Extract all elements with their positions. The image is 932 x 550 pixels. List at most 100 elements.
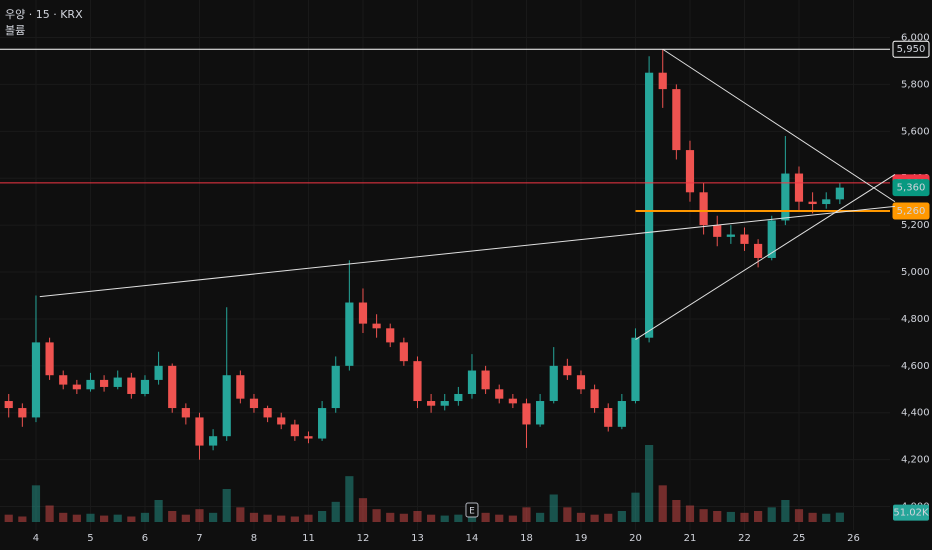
- candle-body: [290, 424, 299, 437]
- candle-body: [236, 375, 245, 399]
- candle-body: [100, 379, 109, 387]
- candle-body: [399, 342, 408, 362]
- volume-bar: [181, 514, 190, 522]
- candle-body: [168, 365, 177, 409]
- volume-bar: [685, 505, 695, 522]
- candle-body: [222, 375, 231, 437]
- volume-bar: [127, 516, 136, 522]
- candle-body: [617, 401, 626, 427]
- volume-bar: [454, 514, 463, 522]
- candle-body: [427, 401, 436, 406]
- volume-bar: [508, 515, 517, 522]
- candle-body: [481, 370, 490, 390]
- x-tick-label: 14: [466, 533, 479, 544]
- volume-bar: [86, 513, 95, 522]
- volume-bar: [658, 485, 667, 522]
- candle-body: [563, 365, 572, 376]
- x-tick-label: 26: [847, 533, 860, 544]
- volume-bar: [740, 512, 749, 522]
- volume-label-box: [893, 504, 929, 521]
- volume-bar: [72, 514, 81, 522]
- x-tick-label: 7: [196, 533, 202, 544]
- volume-bar: [549, 494, 558, 522]
- candle-body: [386, 328, 395, 343]
- candle-body: [549, 365, 558, 402]
- trend-line: [39, 205, 895, 298]
- volume-bar: [713, 511, 722, 522]
- volume-bar: [794, 509, 804, 522]
- volume-bar: [318, 511, 327, 522]
- volume-bar: [154, 500, 163, 522]
- volume-bar: [236, 507, 245, 522]
- candle-body: [740, 234, 749, 244]
- candle-body: [604, 408, 613, 427]
- candle-body: [249, 398, 259, 409]
- price-label-box: [892, 202, 930, 220]
- volume-bar: [631, 492, 640, 522]
- chart-title: 우양 · 15 · KRX: [5, 8, 83, 21]
- candle-body: [304, 436, 313, 439]
- candle-body: [331, 365, 340, 409]
- candle-body: [576, 375, 586, 390]
- volume-bar: [440, 515, 449, 522]
- candle-body: [318, 408, 327, 439]
- x-tick-label: 4: [33, 533, 39, 544]
- volume-bar: [563, 507, 572, 522]
- candle-body: [645, 72, 654, 338]
- candle-body: [794, 173, 804, 202]
- volume-bar: [31, 485, 41, 522]
- x-tick-label: 11: [302, 533, 315, 544]
- volume-bar: [536, 512, 545, 522]
- y-tick-label: 5,200: [901, 220, 930, 231]
- candle-body: [536, 401, 545, 425]
- candle-body: [31, 342, 41, 418]
- x-tick-label: 13: [411, 533, 424, 544]
- candle-body: [440, 401, 449, 406]
- volume-bar: [168, 511, 177, 522]
- x-tick-label: 12: [357, 533, 370, 544]
- y-tick-label: 5,800: [901, 79, 930, 90]
- candle-body: [699, 192, 708, 226]
- volume-bar: [59, 512, 68, 522]
- volume-bar: [331, 501, 340, 522]
- volume-bar: [726, 511, 735, 522]
- candle-body: [467, 370, 477, 394]
- candle-body: [835, 187, 844, 200]
- x-tick-label: 20: [629, 533, 642, 544]
- candle-body: [822, 199, 831, 205]
- volume-bar: [290, 516, 299, 522]
- candle-body: [140, 379, 150, 394]
- x-tick-label: 21: [684, 533, 697, 544]
- volume-bar: [413, 511, 422, 522]
- volume-bar: [222, 489, 231, 522]
- candle-body: [113, 377, 122, 387]
- candle-body: [754, 243, 763, 258]
- y-tick-label: 6,000: [901, 33, 930, 44]
- volume-bar: [781, 500, 790, 522]
- candle-body: [781, 173, 790, 221]
- volume-bar: [18, 516, 27, 522]
- volume-bar: [576, 512, 586, 522]
- price-label: 5,360: [897, 183, 926, 194]
- volume-bar: [699, 509, 708, 522]
- candle-body: [522, 403, 531, 425]
- volume-bar: [277, 515, 286, 522]
- candle-body: [658, 72, 667, 90]
- candle-body: [372, 323, 381, 329]
- x-tick-label: 25: [793, 533, 806, 544]
- candle-body: [808, 201, 817, 205]
- volume-bar: [358, 498, 368, 522]
- volume-bar: [140, 512, 150, 522]
- candle-body: [590, 389, 599, 409]
- candle-body: [508, 398, 517, 404]
- volume-bar: [386, 512, 395, 522]
- volume-bar: [427, 514, 436, 522]
- volume-bar: [195, 509, 204, 522]
- volume-bar: [209, 512, 218, 522]
- candle-body: [4, 401, 13, 409]
- volume-bar: [835, 512, 844, 522]
- event-label: E: [469, 507, 475, 517]
- price-label-box: [892, 179, 930, 197]
- volume-bar: [590, 514, 599, 522]
